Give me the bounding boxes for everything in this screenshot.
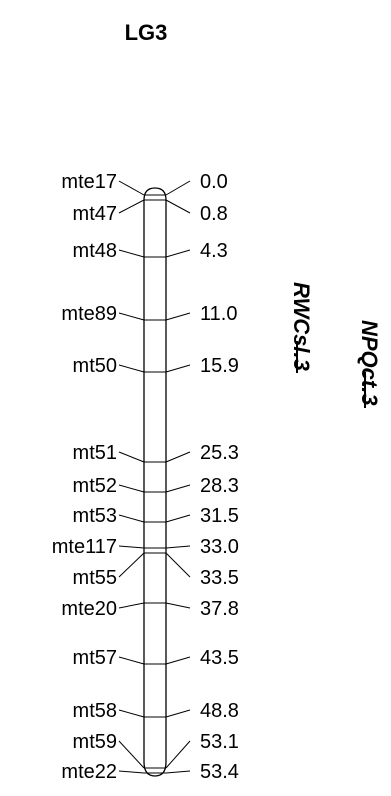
linkage-group-title: LG3 [125, 20, 168, 45]
marker-connector-right [165, 545, 191, 549]
marker-position: 33.0 [200, 536, 239, 558]
marker-connector-right [165, 770, 191, 774]
marker-connector-right [165, 451, 191, 463]
marker-position: 28.3 [200, 475, 239, 497]
marker-name: mt58 [73, 700, 117, 722]
marker-connector-left [118, 770, 145, 774]
qtl-label-rwcsl3: RWCsl.3 [289, 282, 314, 371]
marker-position: 31.5 [200, 505, 239, 527]
marker-position: 0.0 [200, 171, 228, 193]
marker-name: mt51 [73, 442, 117, 464]
chromosome-bar [143, 187, 167, 777]
marker-connector-left [118, 364, 145, 373]
marker-name: mt53 [73, 505, 117, 527]
marker-position: 53.1 [200, 731, 239, 753]
marker-name: mt59 [73, 731, 117, 753]
marker-name: mt50 [73, 355, 117, 377]
marker-name: mte117 [52, 536, 117, 558]
marker-connector-right [165, 552, 191, 578]
marker-connector-left [118, 451, 145, 463]
marker-position: 33.5 [200, 567, 239, 589]
marker-connector-left [118, 514, 145, 523]
marker-connector-right [165, 709, 191, 718]
marker-connector-right [165, 656, 191, 665]
marker-position: 4.3 [200, 240, 228, 262]
marker-name: mt57 [73, 647, 117, 669]
marker-connector-left [118, 180, 145, 196]
marker-connector-right [165, 364, 191, 373]
marker-name: mt48 [73, 240, 117, 262]
marker-connector-left [118, 602, 145, 609]
marker-connector-right [165, 199, 191, 214]
marker-name: mte17 [61, 171, 117, 193]
marker-connector-left [118, 199, 145, 214]
marker-name: mt55 [73, 567, 117, 589]
marker-connector-left [118, 552, 145, 578]
marker-list: mte17 0.0 mt47 0.8 mt48 4.3 mte89 11.0 mt50 15.9 m… [52, 171, 239, 783]
marker-connector-left [118, 312, 145, 321]
marker-name: mte20 [61, 598, 117, 620]
marker-position: 37.8 [200, 598, 239, 620]
marker-connector-right [165, 602, 191, 609]
marker-position: 48.8 [200, 700, 239, 722]
marker-connector-left [118, 249, 145, 258]
marker-name: mte89 [61, 303, 117, 325]
marker-position: 53.4 [200, 761, 239, 783]
marker-connector-left [118, 545, 145, 549]
marker-connector-right [165, 740, 191, 769]
marker-connector-left [118, 709, 145, 718]
marker-position: 0.8 [200, 203, 228, 225]
marker-position: 25.3 [200, 442, 239, 464]
marker-position: 11.0 [200, 303, 237, 325]
qtl-label-npqct3: NPQct.3 [357, 320, 382, 406]
marker-name: mt52 [73, 475, 117, 497]
marker-position: 15.9 [200, 355, 239, 377]
marker-name: mt47 [73, 203, 117, 225]
marker-connector-right [165, 249, 191, 258]
marker-position: 43.5 [200, 647, 239, 669]
marker-connector-left [118, 656, 145, 665]
marker-name: mte22 [61, 761, 117, 783]
marker-connector-left [118, 484, 145, 493]
marker-connector-left [118, 740, 145, 769]
marker-connector-right [165, 514, 191, 523]
marker-connector-right [165, 180, 191, 196]
marker-connector-right [165, 312, 191, 321]
marker-connector-right [165, 484, 191, 493]
